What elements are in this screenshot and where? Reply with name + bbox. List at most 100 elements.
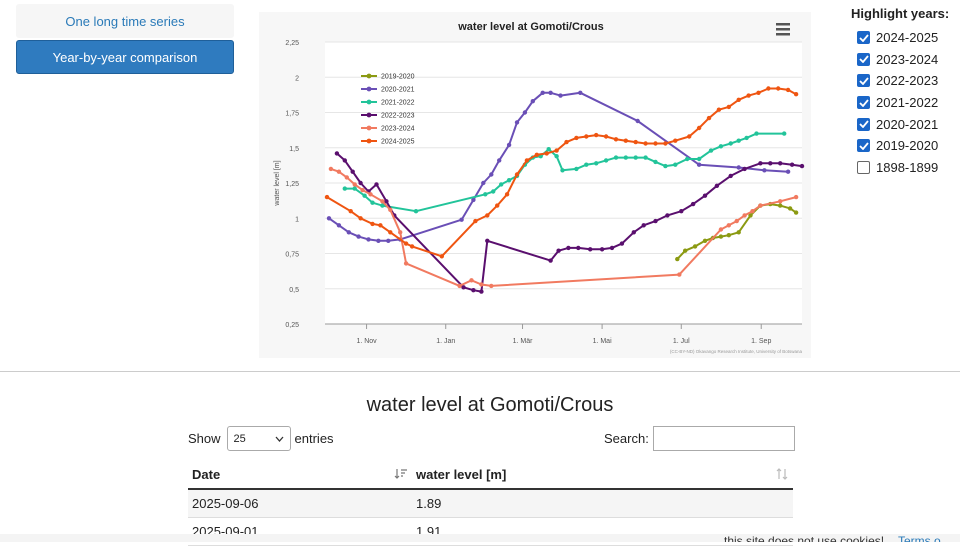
- highlight-years-panel: Highlight years: 2024-2025 2023-2024 2022-…: [851, 6, 949, 178]
- highlight-year-item[interactable]: 2020-2021: [857, 113, 949, 135]
- data-point: [594, 132, 599, 138]
- data-point: [714, 183, 720, 188]
- menu-icon[interactable]: [776, 23, 790, 36]
- search-control: Search:: [604, 426, 795, 451]
- data-point: [471, 288, 476, 293]
- highlight-year-item[interactable]: 2019-2020: [857, 135, 949, 157]
- data-point: [324, 194, 330, 200]
- data-point: [336, 169, 342, 174]
- highlight-year-item[interactable]: 1898-1899: [857, 157, 949, 179]
- data-point: [471, 197, 476, 203]
- data-point: [768, 161, 773, 166]
- data-point: [742, 213, 747, 218]
- data-point: [376, 238, 381, 243]
- data-point: [623, 138, 628, 143]
- legend-label: 2020-2021: [381, 87, 415, 94]
- column-header-date[interactable]: Date: [188, 461, 412, 490]
- data-point: [358, 180, 363, 186]
- data-point: [540, 90, 545, 96]
- column-header-date-label: Date: [192, 467, 221, 482]
- data-point: [708, 148, 714, 153]
- data-point: [358, 216, 363, 221]
- highlight-year-item[interactable]: 2023-2024: [857, 49, 949, 71]
- data-point: [548, 258, 553, 263]
- terms-link[interactable]: Terms o: [898, 534, 941, 542]
- chevron-down-icon: [275, 436, 284, 442]
- tab-year-by-year-comparison[interactable]: Year-by-year comparison: [16, 40, 234, 74]
- highlight-year-checkbox[interactable]: [857, 139, 870, 153]
- legend-marker: [366, 125, 372, 131]
- data-point: [409, 244, 415, 249]
- data-point: [653, 159, 658, 165]
- data-point: [726, 223, 731, 228]
- x-tick-label: 1. Nov: [356, 338, 377, 345]
- data-point: [665, 213, 670, 218]
- data-point: [368, 192, 373, 197]
- column-header-water-level[interactable]: water level [m]: [412, 461, 793, 490]
- data-point: [574, 135, 579, 141]
- data-point: [619, 241, 625, 246]
- check-icon: [858, 55, 869, 64]
- data-point: [344, 175, 349, 180]
- data-point: [514, 172, 520, 177]
- data-point: [459, 217, 464, 222]
- highlight-year-checkbox[interactable]: [857, 52, 870, 66]
- y-tick-label: 0,25: [285, 322, 299, 329]
- highlight-year-checkbox[interactable]: [857, 74, 870, 88]
- data-point: [506, 178, 512, 183]
- search-input[interactable]: [652, 426, 795, 451]
- legend-label: 2022-2023: [381, 113, 415, 120]
- data-point: [584, 134, 589, 139]
- data-point: [544, 151, 549, 156]
- data-point: [633, 155, 638, 160]
- data-point: [696, 156, 702, 162]
- data-point: [374, 182, 379, 187]
- cell-date: 2025-09-06: [188, 489, 412, 518]
- chart-credit: (CC-BY-ND) Okavango Research Institute, …: [670, 349, 803, 354]
- data-point: [356, 234, 361, 239]
- highlight-year-item[interactable]: 2021-2022: [857, 92, 949, 114]
- tab-one-long-time-series[interactable]: One long time series: [16, 4, 234, 38]
- data-point: [350, 169, 355, 174]
- data-point: [736, 230, 741, 235]
- legend-label: 2019-2020: [381, 74, 415, 81]
- highlight-year-checkbox[interactable]: [857, 160, 870, 174]
- data-point: [742, 166, 747, 172]
- data-point: [574, 166, 579, 172]
- highlight-year-checkbox[interactable]: [857, 96, 870, 110]
- highlight-year-checkbox[interactable]: [857, 117, 870, 131]
- data-point: [348, 209, 353, 214]
- highlight-year-checkbox[interactable]: [857, 31, 870, 45]
- data-point: [623, 155, 628, 160]
- data-point: [378, 223, 383, 228]
- data-point: [718, 227, 724, 232]
- legend-marker: [366, 86, 372, 92]
- data-point: [370, 221, 375, 227]
- legend-marker: [366, 73, 372, 79]
- highlight-year-item[interactable]: 2024-2025: [857, 27, 949, 49]
- entries-label: entries: [294, 431, 334, 446]
- data-point: [736, 138, 741, 143]
- data-point: [483, 192, 488, 197]
- data-point: [366, 237, 371, 242]
- data-point: [758, 161, 763, 166]
- data-point: [352, 182, 357, 187]
- data-point: [506, 142, 512, 148]
- data-point: [334, 151, 340, 156]
- data-point: [388, 207, 393, 212]
- x-tick-label: 1. Mai: [593, 338, 613, 345]
- data-point: [793, 210, 799, 215]
- entries-select-value: 25: [233, 432, 246, 445]
- water-level-chart: water level at Gomoti/Crous 0,25 0,5 0,75 1 1…: [274, 21, 805, 354]
- data-point: [663, 163, 668, 169]
- entries-select[interactable]: 25: [226, 426, 291, 451]
- data-point: [380, 199, 385, 204]
- cookie-notice: this site does not use cookies!: [724, 534, 885, 542]
- data-point: [696, 125, 702, 131]
- data-point: [599, 247, 605, 252]
- highlight-year-item[interactable]: 2022-2023: [857, 70, 949, 92]
- data-point: [718, 234, 724, 239]
- table-row: 2025-09-06 1.89: [188, 489, 793, 518]
- data-point: [457, 283, 462, 289]
- data-point: [485, 213, 490, 218]
